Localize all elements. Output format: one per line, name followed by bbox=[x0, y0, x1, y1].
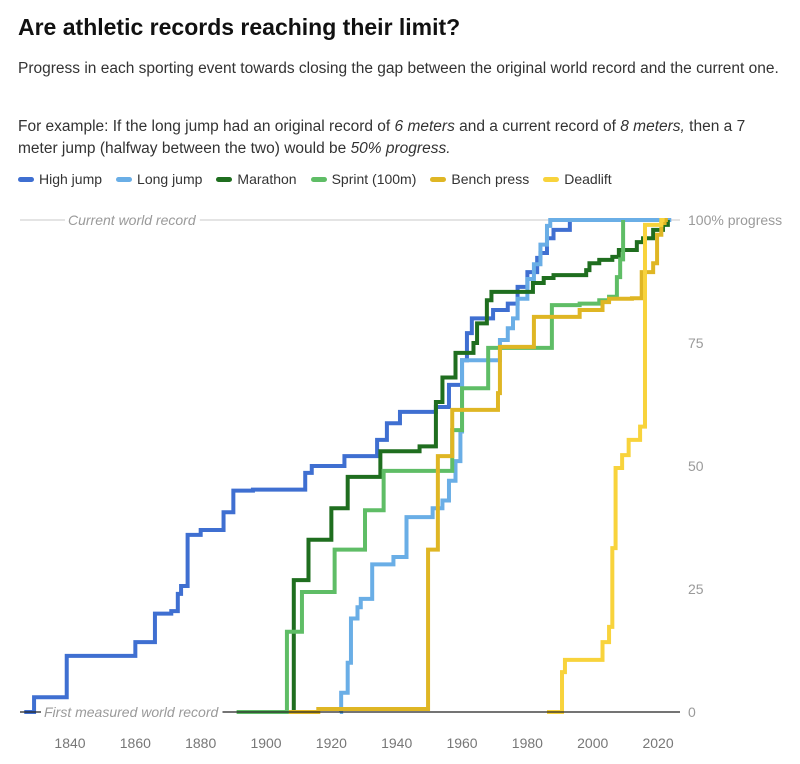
legend-label: Marathon bbox=[237, 171, 297, 187]
legend-label: Long jump bbox=[137, 171, 203, 187]
annotation-first-record: First measured world record bbox=[44, 704, 219, 720]
legend-swatch bbox=[216, 176, 233, 182]
example-text: and a current record of bbox=[454, 118, 621, 135]
chart-example-note: For example: If the long jump had an ori… bbox=[18, 116, 788, 160]
x-tick-label: 1880 bbox=[185, 735, 216, 751]
y-tick-label: 100% progress bbox=[688, 212, 782, 228]
series-line-long-jump bbox=[339, 218, 672, 714]
legend-label: Sprint (100m) bbox=[331, 171, 417, 187]
legend-swatch bbox=[543, 176, 560, 182]
x-tick-label: 1980 bbox=[512, 735, 543, 751]
x-tick-label: 1860 bbox=[120, 735, 151, 751]
y-tick-label: 25 bbox=[688, 581, 704, 597]
legend-swatch bbox=[430, 176, 447, 182]
x-tick-label: 1900 bbox=[250, 735, 281, 751]
legend-swatch bbox=[18, 176, 34, 182]
legend-item: Long jump bbox=[116, 171, 202, 187]
chart-title: Are athletic records reaching their limi… bbox=[18, 14, 461, 40]
legend: High jump Long jump Marathon Sprint (100m) B… bbox=[18, 171, 612, 187]
x-tick-label: 2000 bbox=[577, 735, 608, 751]
legend-label: Bench press bbox=[451, 171, 530, 187]
y-tick-label: 75 bbox=[688, 335, 704, 351]
annotation-current-record-bg bbox=[65, 212, 200, 228]
legend-swatch bbox=[116, 176, 133, 182]
chart-subtitle: Progress in each sporting event towards … bbox=[18, 60, 779, 77]
annotation-first-record-bg bbox=[41, 704, 223, 720]
example-emphasis: 8 meters, bbox=[620, 118, 685, 135]
y-tick-label: 0 bbox=[688, 704, 696, 720]
legend-label: Deadlift bbox=[564, 171, 612, 187]
legend-label: High jump bbox=[39, 171, 103, 187]
x-tick-label: 1940 bbox=[381, 735, 412, 751]
series-line-high-jump bbox=[24, 218, 672, 714]
legend-item: Marathon bbox=[216, 171, 297, 187]
example-emphasis: 50% progress. bbox=[350, 140, 451, 157]
legend-item: Deadlift bbox=[543, 171, 612, 187]
x-tick-label: 1920 bbox=[316, 735, 347, 751]
series-line-bench-press bbox=[288, 218, 668, 714]
legend-swatch bbox=[310, 176, 327, 182]
legend-item: Sprint (100m) bbox=[310, 171, 417, 187]
example-text: For example: If the long jump had an ori… bbox=[18, 118, 395, 135]
series-line-deadlift bbox=[546, 218, 665, 714]
x-tick-label: 2020 bbox=[642, 735, 673, 751]
legend-item: Bench press bbox=[430, 171, 529, 187]
legend-item: High jump bbox=[18, 171, 102, 187]
x-tick-label: 1840 bbox=[54, 735, 85, 751]
example-text: then a 7 meter jump (halfway between the… bbox=[18, 118, 746, 157]
series-line-marathon bbox=[291, 220, 670, 714]
annotation-current-record: Current world record bbox=[68, 212, 197, 228]
example-emphasis: 6 meters bbox=[394, 118, 455, 135]
y-tick-label: 50 bbox=[688, 458, 704, 474]
x-tick-label: 1960 bbox=[446, 735, 477, 751]
